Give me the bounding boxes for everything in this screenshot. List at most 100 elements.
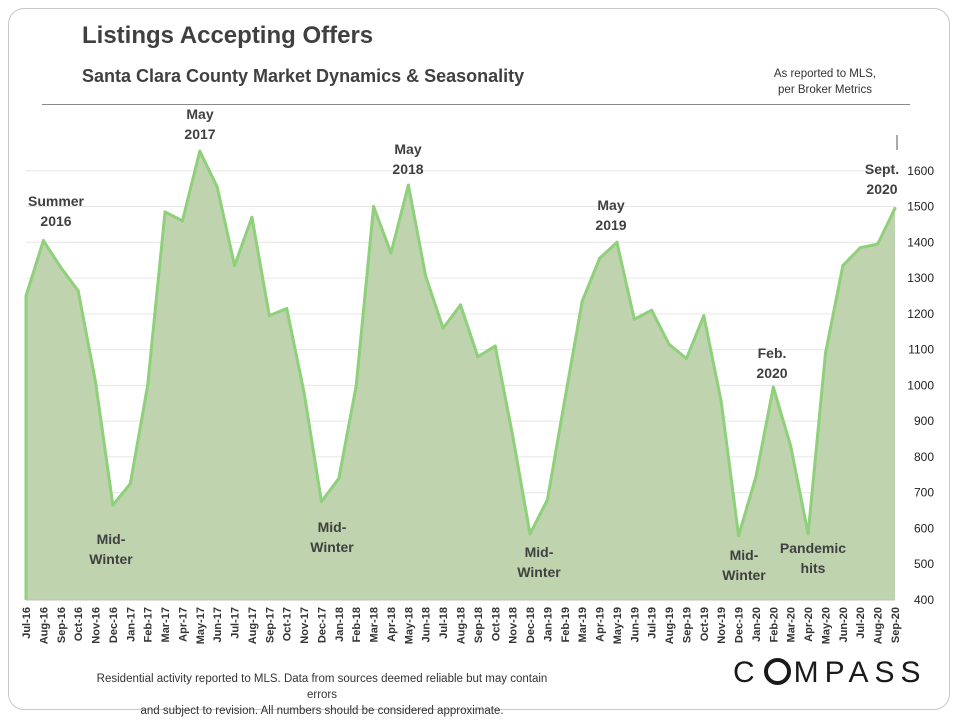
data-point bbox=[545, 498, 549, 502]
x-tick-label: Feb-19 bbox=[560, 607, 572, 642]
data-point bbox=[233, 264, 237, 268]
x-tick-label: Jan-20 bbox=[751, 607, 763, 642]
data-point bbox=[823, 351, 827, 355]
y-tick-label: 800 bbox=[914, 450, 934, 464]
y-tick-label: 900 bbox=[914, 414, 934, 428]
x-tick-labels: Jul-16 Aug-16 Sep-16 Oct-16 Nov-16 Dec-16 Jan-… bbox=[21, 607, 902, 644]
data-point bbox=[302, 391, 306, 395]
annotation-label: hits bbox=[801, 560, 826, 576]
data-point bbox=[128, 482, 132, 486]
disclaimer-footer: Residential activity reported to MLS. Da… bbox=[82, 671, 562, 719]
x-tick-label: Jul-16 bbox=[21, 607, 33, 639]
y-tick-label: 1200 bbox=[907, 307, 934, 321]
data-point bbox=[719, 399, 723, 403]
x-tick-label: Apr-17 bbox=[177, 607, 189, 642]
x-tick-label: Jan-19 bbox=[542, 607, 554, 642]
annotation-label: Pandemic bbox=[780, 540, 846, 556]
annotations: Summer 2016 May 2017 May 2018 May 2019 Feb. 2020 S… bbox=[28, 106, 899, 583]
data-point bbox=[41, 239, 45, 243]
y-tick-label: 1600 bbox=[907, 164, 934, 178]
annotation-label: 2017 bbox=[184, 126, 215, 142]
x-tick-label: May-19 bbox=[612, 607, 624, 644]
data-point bbox=[702, 314, 706, 318]
data-point bbox=[198, 149, 202, 153]
data-point bbox=[215, 185, 219, 189]
x-tick-label: Jun-20 bbox=[838, 607, 850, 642]
y-tick-label: 1300 bbox=[907, 271, 934, 285]
disclaimer-line-1: Residential activity reported to MLS. Da… bbox=[96, 673, 548, 701]
source-note-line-1: As reported to MLS, bbox=[773, 68, 877, 80]
data-point bbox=[632, 317, 636, 321]
chart-subtitle: Santa Clara County Market Dynamics & Sea… bbox=[82, 66, 525, 86]
x-tick-label: Aug-20 bbox=[873, 607, 885, 644]
x-tick-label: Sep-19 bbox=[681, 607, 693, 643]
x-tick-label: Apr-20 bbox=[803, 607, 815, 642]
x-tick-label: Jun-18 bbox=[421, 607, 433, 642]
x-tick-label: Oct-17 bbox=[282, 607, 294, 641]
x-tick-label: May-18 bbox=[403, 607, 415, 644]
logo-text-left: C bbox=[733, 656, 761, 689]
x-tick-label: Nov-16 bbox=[91, 607, 103, 644]
header-divider bbox=[42, 104, 910, 105]
annotation-label: Mid- bbox=[730, 547, 759, 563]
x-tick-label: Oct-18 bbox=[490, 607, 502, 641]
annotation-label: 2018 bbox=[392, 161, 423, 177]
data-point bbox=[180, 219, 184, 223]
x-tick-label: Mar-17 bbox=[160, 607, 172, 642]
x-tick-label: Jul-18 bbox=[438, 607, 450, 639]
x-tick-label: Dec-16 bbox=[108, 607, 120, 643]
x-tick-label: Jun-19 bbox=[629, 607, 641, 642]
x-tick-label: Nov-18 bbox=[508, 607, 520, 644]
x-tick-label: Feb-17 bbox=[143, 607, 155, 642]
annotation-label: Winter bbox=[722, 567, 766, 583]
data-point bbox=[459, 303, 462, 307]
logo-text-right: MPASS bbox=[793, 656, 927, 689]
x-tick-label: Aug-18 bbox=[456, 607, 468, 644]
data-point bbox=[650, 308, 654, 312]
y-tick-label: 700 bbox=[914, 486, 934, 500]
data-point bbox=[76, 289, 80, 293]
y-tick-label: 400 bbox=[914, 593, 934, 607]
data-point bbox=[893, 206, 897, 210]
x-tick-label: Mar-18 bbox=[369, 607, 381, 642]
annotation-label: Mid- bbox=[97, 531, 126, 547]
data-point bbox=[111, 503, 115, 507]
data-point bbox=[771, 385, 775, 389]
annotation-label: Summer bbox=[28, 193, 85, 209]
annotation-label: Feb. bbox=[758, 345, 787, 361]
annotation-label: 2020 bbox=[756, 365, 787, 381]
x-tick-label: Jul-20 bbox=[855, 607, 867, 639]
x-tick-label: Aug-19 bbox=[664, 607, 676, 644]
x-tick-label: Jan-18 bbox=[334, 607, 346, 642]
y-tick-labels: 400 500 600 700 800 900 1000 1100 1200 1300 1400 15… bbox=[907, 164, 934, 607]
data-point bbox=[598, 256, 602, 260]
data-point bbox=[789, 444, 793, 448]
data-point bbox=[285, 306, 289, 310]
compass-logo: C MPASS bbox=[733, 656, 926, 690]
data-point bbox=[511, 433, 515, 437]
annotation-label: 2020 bbox=[866, 181, 897, 197]
annotation-label: Sept. bbox=[865, 161, 899, 177]
x-tick-label: Mar-20 bbox=[786, 607, 798, 642]
y-tick-label: 1400 bbox=[907, 235, 934, 249]
x-tick-label: May-17 bbox=[195, 607, 207, 644]
x-tick-label: Oct-19 bbox=[699, 607, 711, 641]
data-point bbox=[667, 342, 671, 346]
annotation-label: Winter bbox=[89, 551, 133, 567]
x-tick-label: Dec-18 bbox=[525, 607, 537, 643]
data-point bbox=[580, 299, 584, 303]
y-tick-label: 1100 bbox=[908, 343, 934, 357]
data-point bbox=[841, 264, 845, 268]
x-tick-label: Sep-17 bbox=[264, 607, 276, 643]
x-tick-label: Mar-19 bbox=[577, 607, 589, 642]
data-point bbox=[94, 380, 98, 384]
x-tick-label: Oct-16 bbox=[73, 607, 85, 641]
x-tick-label: Jul-19 bbox=[647, 607, 659, 639]
y-tick-label: 500 bbox=[914, 557, 934, 571]
x-tick-label: Feb-18 bbox=[351, 607, 363, 642]
x-tick-label: Nov-17 bbox=[299, 607, 311, 644]
data-point bbox=[337, 476, 341, 480]
data-point bbox=[615, 240, 619, 244]
data-point bbox=[319, 500, 323, 504]
y-tick-label: 1000 bbox=[907, 378, 934, 392]
